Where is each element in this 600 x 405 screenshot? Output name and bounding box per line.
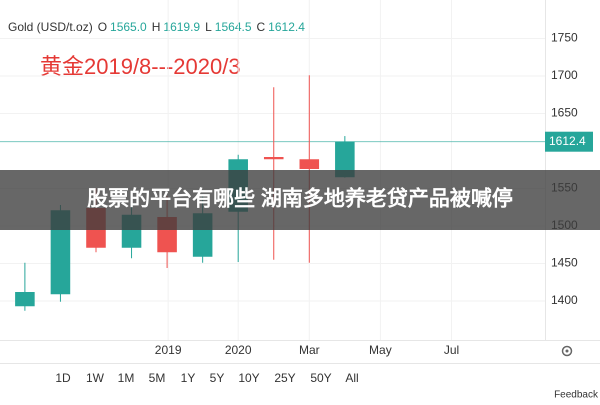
range-button[interactable]: 1D — [55, 371, 71, 385]
x-tick-label: 2019 — [155, 343, 182, 357]
range-button[interactable]: 1M — [118, 371, 135, 385]
price-label: 1612.4 — [549, 134, 586, 148]
ohlc-value: 1565.0 — [110, 20, 147, 34]
gear-center — [565, 349, 569, 353]
range-button[interactable]: 1Y — [181, 371, 196, 385]
x-tick-label: Mar — [299, 343, 320, 357]
ohlc-value: 1564.5 — [215, 20, 252, 34]
candle-body — [15, 292, 35, 307]
ohlc-key: C — [257, 20, 266, 34]
feedback-link[interactable]: Feedback — [554, 390, 599, 401]
candle-body — [335, 141, 355, 178]
ohlc-key: L — [205, 20, 212, 34]
y-tick-label: 1650 — [551, 106, 578, 120]
legend-header: Gold (USD/t.oz) O 1565.0 H 1619.9 L 1564.5 C 161… — [8, 20, 305, 34]
y-tick-label: 1450 — [551, 256, 578, 270]
ohlc-value: 1612.4 — [268, 20, 305, 34]
symbol: Gold (USD/t.oz) — [8, 20, 93, 34]
y-tick-label: 1700 — [551, 68, 578, 82]
range-button[interactable]: 5M — [149, 371, 166, 385]
candle-body — [50, 210, 71, 295]
x-tick-label: Jul — [444, 343, 459, 357]
range-button[interactable]: 25Y — [274, 371, 295, 385]
ohlc-key: H — [152, 20, 161, 34]
range-button[interactable]: 50Y — [310, 371, 331, 385]
banner-text: 股票的平台有哪些 湖南多地养老贷产品被喊停 — [87, 187, 513, 211]
range-button[interactable]: All — [345, 371, 358, 385]
settings-icon[interactable] — [561, 345, 573, 357]
ohlc-value: 1619.9 — [163, 20, 200, 34]
x-tick-label: May — [369, 343, 392, 357]
annotation: 黄金2019/8---2020/3 — [40, 54, 241, 79]
price-label-box — [545, 131, 593, 152]
x-tick-label: 2020 — [225, 343, 252, 357]
range-button[interactable]: 10Y — [238, 371, 259, 385]
range-button[interactable]: 1W — [86, 371, 105, 385]
banner-bg — [0, 170, 600, 230]
y-tick-label: 1750 — [551, 31, 578, 45]
range-button[interactable]: 5Y — [210, 371, 225, 385]
candle-body — [299, 159, 320, 169]
ohlc-key: O — [98, 20, 107, 34]
y-tick-label: 1400 — [551, 293, 578, 307]
gear — [561, 345, 573, 357]
candle-body — [263, 157, 284, 160]
